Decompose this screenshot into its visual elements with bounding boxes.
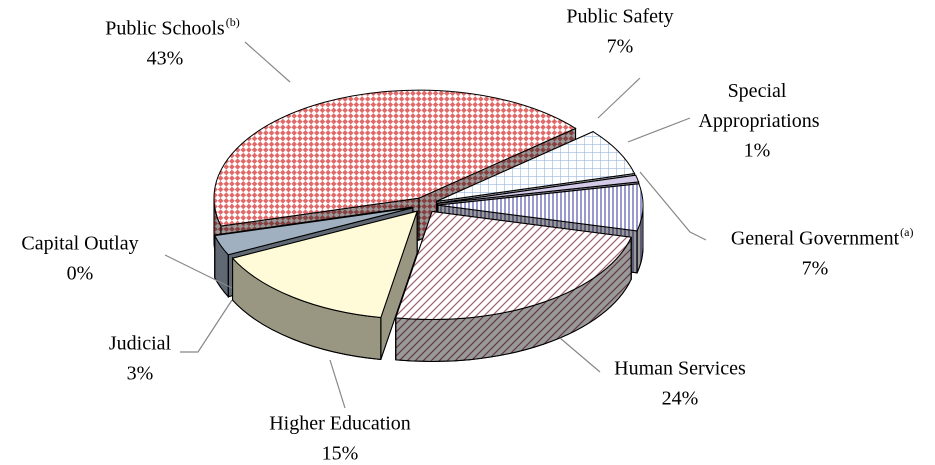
label-superscript: (b) [226, 15, 240, 29]
slice-label: Human Services [614, 358, 746, 380]
leader-line [180, 299, 233, 353]
value-label: 1% [744, 140, 771, 162]
slice-top [231, 210, 418, 319]
slice-label: Public Schools [105, 18, 225, 40]
value-label: 43% [147, 48, 184, 70]
value-label: 7% [607, 36, 634, 58]
slice-top [395, 210, 632, 321]
slice-label: Judicial [109, 333, 172, 355]
slice-top [213, 89, 577, 227]
slice-label: Public Safety [566, 6, 673, 28]
slice-label: Higher Education [269, 413, 411, 435]
leader-line [244, 41, 291, 83]
slice-top [436, 131, 636, 202]
slice-label: Capital Outlay [21, 233, 138, 255]
slice-label: General Government [731, 228, 900, 250]
value-label: 0% [67, 263, 94, 285]
leader-line [627, 117, 691, 143]
slice [231, 210, 418, 361]
value-label: 7% [802, 258, 829, 280]
pie [213, 89, 644, 363]
value-label: 24% [662, 388, 699, 410]
slice-top [214, 207, 413, 256]
labels: Public Schools (b) 43% Public Safety 7% Speci… [21, 6, 913, 465]
leader-line [164, 254, 233, 289]
leader-line [597, 77, 641, 119]
slice-top [437, 174, 640, 204]
leader-line [559, 337, 601, 373]
leader-line [329, 359, 346, 409]
leader-line [639, 171, 707, 241]
label-superscript: (a) [900, 225, 913, 239]
slice-label: Special Appropriations [695, 80, 820, 132]
slice [395, 210, 632, 363]
slice-top [437, 183, 644, 232]
value-label: 15% [322, 443, 359, 465]
value-label: 3% [127, 363, 154, 385]
